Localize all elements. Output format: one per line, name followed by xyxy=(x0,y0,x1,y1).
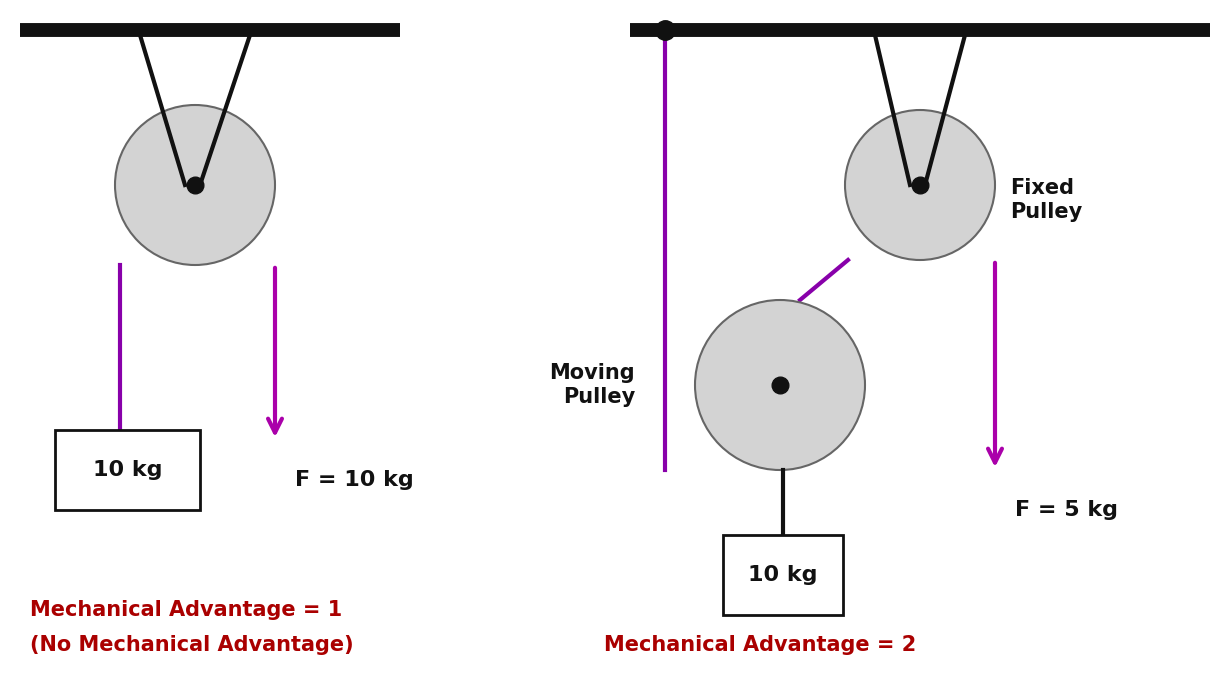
Text: Fixed
Pulley: Fixed Pulley xyxy=(1010,178,1083,222)
Text: F = 10 kg: F = 10 kg xyxy=(295,470,414,490)
Text: Mechanical Advantage = 1: Mechanical Advantage = 1 xyxy=(29,600,342,620)
Text: (No Mechanical Advantage): (No Mechanical Advantage) xyxy=(29,635,354,655)
FancyBboxPatch shape xyxy=(723,535,843,615)
Text: F = 5 kg: F = 5 kg xyxy=(1015,500,1118,520)
Circle shape xyxy=(696,300,865,470)
Text: Moving
Pulley: Moving Pulley xyxy=(549,363,635,407)
Text: 10 kg: 10 kg xyxy=(748,565,817,585)
Text: Mechanical Advantage = 2: Mechanical Advantage = 2 xyxy=(603,635,916,655)
Text: 10 kg: 10 kg xyxy=(92,460,162,480)
Circle shape xyxy=(116,105,275,265)
Circle shape xyxy=(846,110,995,260)
FancyBboxPatch shape xyxy=(55,430,200,510)
